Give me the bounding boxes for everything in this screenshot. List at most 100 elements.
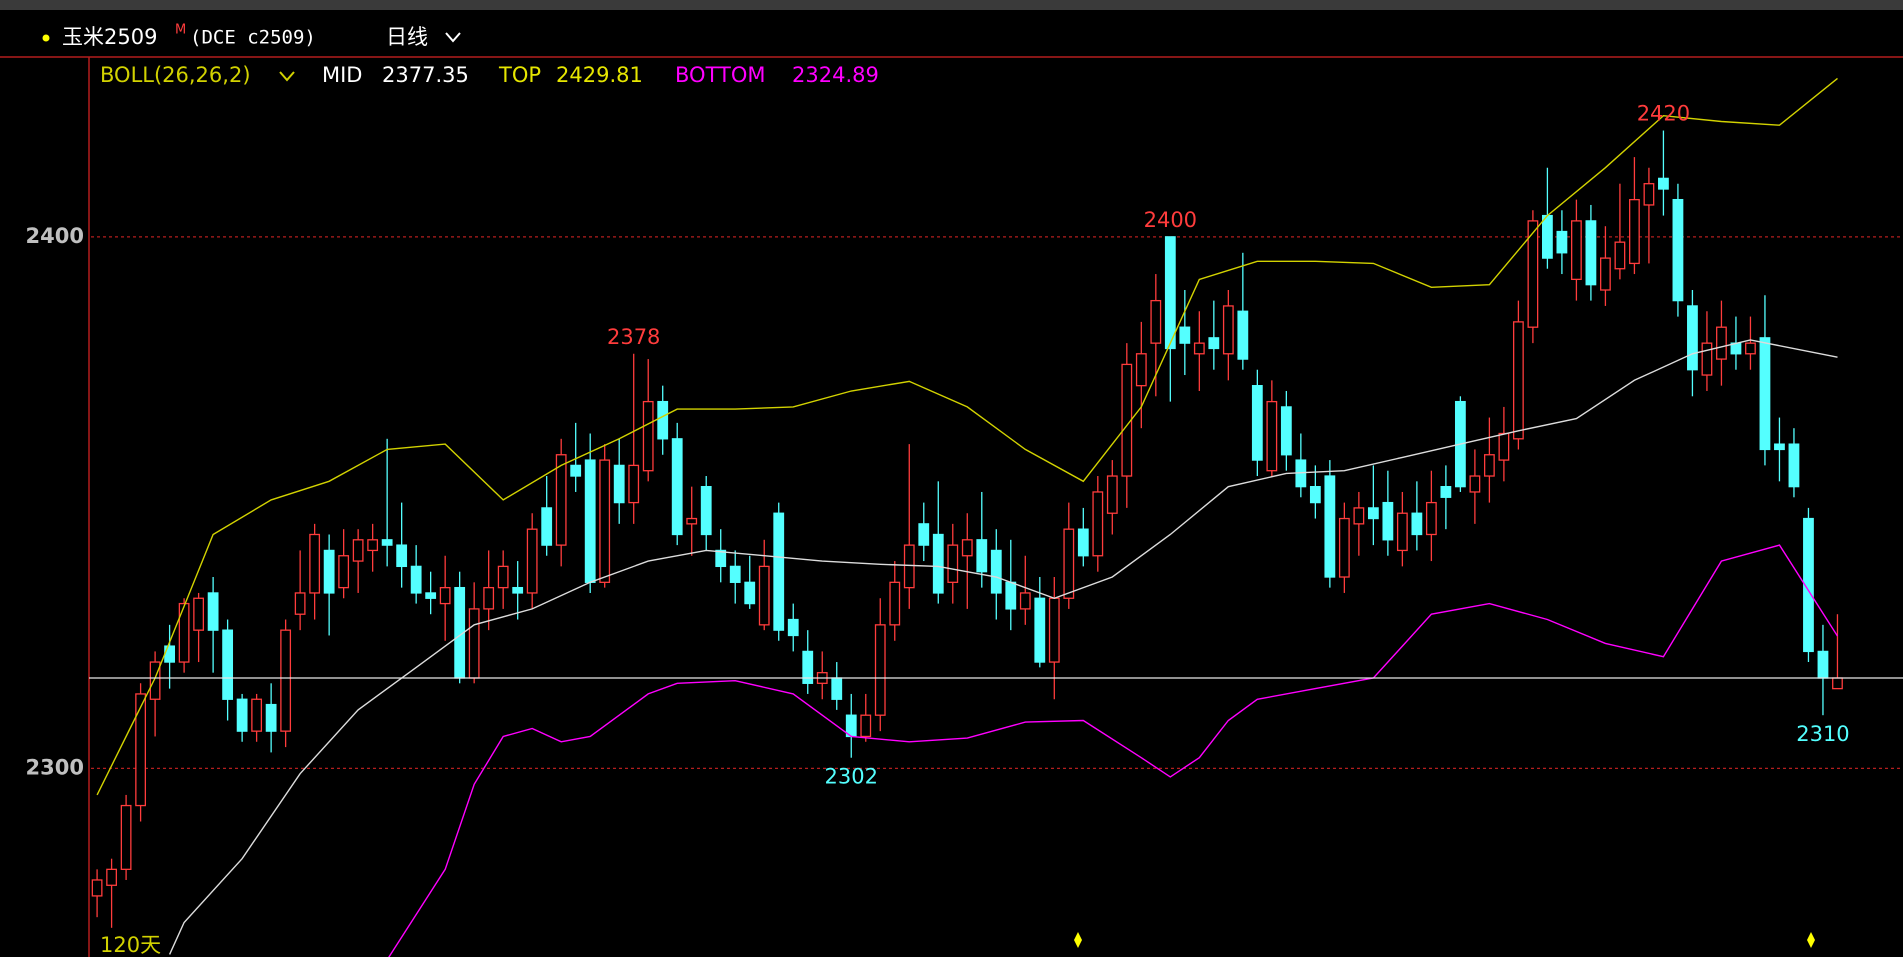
candle-body xyxy=(1614,241,1626,270)
candle-body xyxy=(106,868,117,886)
candle-body xyxy=(1498,432,1510,461)
candle-body xyxy=(599,459,611,583)
candle-body xyxy=(1774,443,1785,451)
candle-body xyxy=(439,586,451,605)
candle-body xyxy=(671,438,683,536)
candle-body xyxy=(831,677,843,700)
high-label: 2400 xyxy=(1144,208,1197,232)
candle-body xyxy=(1585,220,1597,286)
candle-body xyxy=(1396,512,1408,552)
symbol: 玉米2509 xyxy=(62,25,157,49)
candle-body xyxy=(744,581,756,605)
candle-body xyxy=(584,459,596,583)
candle-body xyxy=(642,400,654,472)
candle-body xyxy=(1280,406,1292,456)
candle-body xyxy=(425,592,437,599)
candle-body xyxy=(1701,342,1713,376)
candle-body xyxy=(1092,491,1104,557)
candle-body xyxy=(555,454,567,546)
candle-body xyxy=(468,608,480,679)
band-line xyxy=(96,77,1838,796)
candle-body xyxy=(236,698,248,732)
indicator: BOLL(26,26,2) xyxy=(100,63,251,87)
candle-body xyxy=(613,464,625,504)
legend-value: 2377.35 xyxy=(382,63,469,87)
candle-body xyxy=(1324,475,1336,578)
candle-body xyxy=(700,486,712,536)
candle-body xyxy=(178,602,190,663)
candle-body xyxy=(222,629,234,700)
candle-body xyxy=(657,400,669,440)
low-label: 2302 xyxy=(825,765,878,789)
candle-body xyxy=(802,650,814,684)
legend-value: 2429.81 xyxy=(556,63,643,87)
candle-body xyxy=(1803,517,1814,653)
candle-body xyxy=(1658,177,1669,190)
candle-body xyxy=(961,539,973,557)
candle-body xyxy=(1687,305,1698,371)
candle-body xyxy=(773,512,785,631)
high-label: 2378 xyxy=(607,325,660,349)
candle-body xyxy=(1164,236,1176,350)
candle-body xyxy=(1150,299,1162,344)
candle-body xyxy=(483,586,495,610)
candle-body xyxy=(1483,454,1495,477)
candle-body xyxy=(1788,443,1800,488)
legend-name: MID xyxy=(322,63,362,87)
candle-body xyxy=(947,544,959,583)
contract: (DCE c2509) xyxy=(190,27,316,49)
candle-body xyxy=(1759,337,1771,451)
candle-body xyxy=(396,544,408,568)
candle-body xyxy=(715,549,727,568)
candle-body xyxy=(1309,486,1321,504)
candle-body xyxy=(787,618,799,637)
candle-body xyxy=(338,555,350,589)
candle-body xyxy=(294,592,306,615)
candle-body xyxy=(1208,337,1220,350)
candle-body xyxy=(309,533,321,594)
candle-body xyxy=(1512,321,1524,440)
candle-body xyxy=(1106,475,1118,514)
candle-body xyxy=(1469,475,1481,493)
marker xyxy=(1807,932,1815,948)
candle-body xyxy=(1556,230,1568,254)
period-chevron[interactable] xyxy=(445,32,461,43)
candle-body xyxy=(193,597,205,631)
candle-body xyxy=(207,592,219,631)
candle-body xyxy=(512,586,524,594)
flag: M xyxy=(175,23,186,38)
candle-body xyxy=(1672,198,1684,302)
candle-body xyxy=(1237,310,1249,360)
candle-body xyxy=(352,539,364,562)
candle-body xyxy=(280,629,292,732)
low-label: 2310 xyxy=(1796,722,1849,746)
candle-body xyxy=(1063,528,1075,599)
candle-body xyxy=(1411,512,1423,536)
high-label: 2420 xyxy=(1637,102,1690,126)
band-line xyxy=(168,339,1838,955)
candle-body xyxy=(251,698,263,732)
candle-body xyxy=(91,879,103,897)
candle-body xyxy=(1222,305,1234,355)
candle-body xyxy=(1425,501,1437,536)
period-label: 120天 xyxy=(100,933,161,957)
candle-body xyxy=(903,544,915,589)
candle-body xyxy=(323,549,335,594)
candle-body xyxy=(1193,342,1205,355)
indicator-chevron[interactable] xyxy=(279,71,295,82)
candle-body xyxy=(1571,220,1582,281)
candle-body xyxy=(367,539,379,552)
legend-name: BOTTOM xyxy=(675,63,766,87)
candle-body xyxy=(135,693,147,807)
candle-body xyxy=(1716,326,1727,360)
marker xyxy=(1074,932,1082,948)
candle-body xyxy=(889,581,901,626)
candle-body xyxy=(1034,597,1046,663)
legend-value: 2324.89 xyxy=(792,63,879,87)
candle-body xyxy=(541,507,553,546)
candle-body xyxy=(1019,592,1031,610)
candle-body xyxy=(1745,342,1756,355)
candle-body xyxy=(1048,597,1060,663)
